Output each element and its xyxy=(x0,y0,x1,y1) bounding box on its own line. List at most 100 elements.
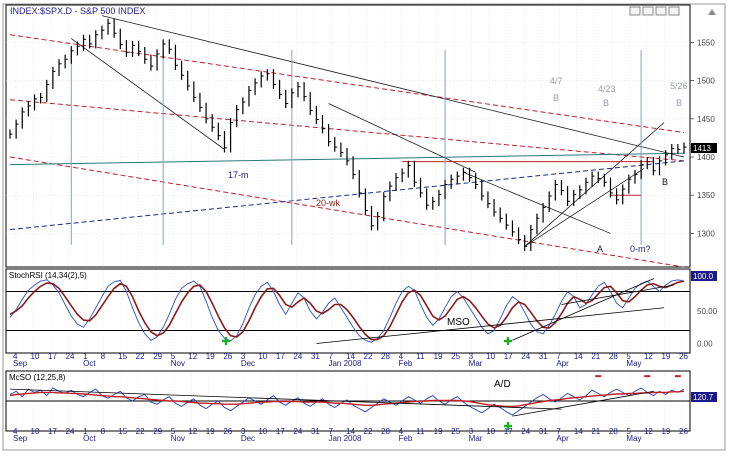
mcclellan-title: McSO (12,25,8) xyxy=(9,373,66,382)
x-month-label: Apr xyxy=(556,359,569,368)
x-month-label: Sep xyxy=(13,434,28,443)
x-day-tick: 22 xyxy=(136,427,145,436)
stochrsi-title: StochRSI (14,34(2),5) xyxy=(9,271,87,280)
x-month-label: Dec xyxy=(241,359,255,368)
chart-title: INDEX:$SPX.D - S&P 500 INDEX xyxy=(10,6,145,16)
annotation-17m: 17-m xyxy=(228,170,249,180)
window-controls[interactable] xyxy=(629,6,716,16)
x-day-tick: 4 xyxy=(399,427,404,436)
x-day-tick: 8 xyxy=(101,352,106,361)
price-y-axis: 1300 1350 1400 1450 1500 1550 xyxy=(690,38,715,238)
x-day-tick: 22 xyxy=(364,352,373,361)
x-month-label: May xyxy=(626,434,641,443)
green-marker xyxy=(504,424,512,428)
x-day-tick: 29 xyxy=(153,427,162,436)
maximize-icon[interactable] xyxy=(655,6,667,16)
black-trend-2 xyxy=(71,38,225,150)
annotation-b2: B xyxy=(603,98,609,108)
x-day-tick: 22 xyxy=(136,352,145,361)
black-trend-3 xyxy=(328,103,476,173)
x-day-tick: 19 xyxy=(434,352,443,361)
x-day-tick: 12 xyxy=(188,427,197,436)
x-day-tick: 12 xyxy=(644,352,653,361)
stochrsi-last-value-box xyxy=(691,271,717,281)
red-channel-mid xyxy=(9,99,685,162)
mcclellan-series xyxy=(6,375,690,417)
price-tick-label: 1550 xyxy=(697,38,715,47)
x-day-tick: 19 xyxy=(434,427,443,436)
x-day-tick: 21 xyxy=(591,427,600,436)
x-day-tick: 10 xyxy=(258,352,267,361)
red-channel-lower xyxy=(9,156,685,268)
red-channel-upper xyxy=(9,34,685,134)
x-day-tick: 26 xyxy=(223,352,232,361)
annotation-date-5-26: 5/26 xyxy=(670,81,688,91)
x-day-tick: 28 xyxy=(609,427,618,436)
x-day-tick: 7 xyxy=(328,427,333,436)
x-month-label: Dec xyxy=(241,434,255,443)
x-day-tick: 4 xyxy=(13,352,18,361)
annotation-b4: B xyxy=(662,177,668,187)
stoch-slow-line xyxy=(9,280,685,341)
x-day-tick: 31 xyxy=(311,352,320,361)
x-day-tick: 24 xyxy=(521,352,530,361)
x-day-tick: 19 xyxy=(661,427,670,436)
x-day-tick: 5 xyxy=(626,352,631,361)
x-day-tick: 17 xyxy=(48,352,57,361)
price-series xyxy=(9,18,687,252)
x-day-tick: 25 xyxy=(451,427,460,436)
mc-trendline xyxy=(512,390,655,417)
price-panel xyxy=(5,4,691,268)
x-day-tick: 14 xyxy=(346,352,355,361)
x-day-tick: 11 xyxy=(416,352,425,361)
x-day-tick: 19 xyxy=(206,352,215,361)
price-tick-label: 1500 xyxy=(697,77,715,86)
x-day-tick: 17 xyxy=(504,427,513,436)
minimize-icon[interactable] xyxy=(629,6,641,16)
x-day-tick: 26 xyxy=(679,427,688,436)
x-day-tick: 5 xyxy=(171,352,176,361)
stoch-trendline xyxy=(561,284,675,305)
x-day-tick: 28 xyxy=(381,352,390,361)
mc-trendline xyxy=(9,388,562,410)
black-trend-a xyxy=(463,171,611,234)
x-day-tick: 7 xyxy=(328,352,333,361)
close-icon[interactable] xyxy=(668,6,680,16)
mc-slow-line xyxy=(9,390,685,408)
x-day-tick: 14 xyxy=(346,427,355,436)
restore-icon[interactable] xyxy=(642,6,654,16)
stoch-tick-label: 50.00 xyxy=(697,307,718,316)
x-day-tick: 1 xyxy=(83,427,88,436)
scroll-up-icon[interactable] xyxy=(708,9,716,15)
x-day-tick: 3 xyxy=(241,427,246,436)
navy-channel xyxy=(9,160,685,231)
annotation-0m: 0-m? xyxy=(630,244,651,254)
x-day-tick: 21 xyxy=(591,352,600,361)
x-day-tick: 8 xyxy=(101,427,106,436)
stochrsi-mso-label: MSO xyxy=(447,317,470,328)
x-month-label: Mar xyxy=(469,434,483,443)
annotation-date-4-23: 4/23 xyxy=(598,84,616,94)
x-day-tick: 4 xyxy=(399,352,404,361)
annotation-a: A xyxy=(597,244,603,254)
trendline-layer xyxy=(9,15,685,268)
x-month-label: Sep xyxy=(13,359,28,368)
stochrsi-last-value: 100.0 xyxy=(693,272,714,281)
x-day-tick: 10 xyxy=(258,427,267,436)
x-day-tick: 7 xyxy=(556,352,561,361)
x-month-label: Oct xyxy=(83,434,96,443)
x-day-tick: 31 xyxy=(539,427,548,436)
green-marker xyxy=(504,339,512,343)
x-day-tick: 28 xyxy=(609,352,618,361)
x-day-tick: 14 xyxy=(574,427,583,436)
x-day-tick: 3 xyxy=(469,427,474,436)
x-day-tick: 24 xyxy=(66,352,75,361)
stochrsi-series xyxy=(6,278,690,344)
x-day-tick: 3 xyxy=(241,352,246,361)
stoch-trendline xyxy=(512,278,655,341)
x-axis: 4 10 17 24 1 8 15 22 29 5 12 19 26 3 10 17 24 31 7 14 22 28 4 1… xyxy=(13,352,688,443)
x-day-tick: 26 xyxy=(679,352,688,361)
stoch-trendline xyxy=(316,307,665,344)
